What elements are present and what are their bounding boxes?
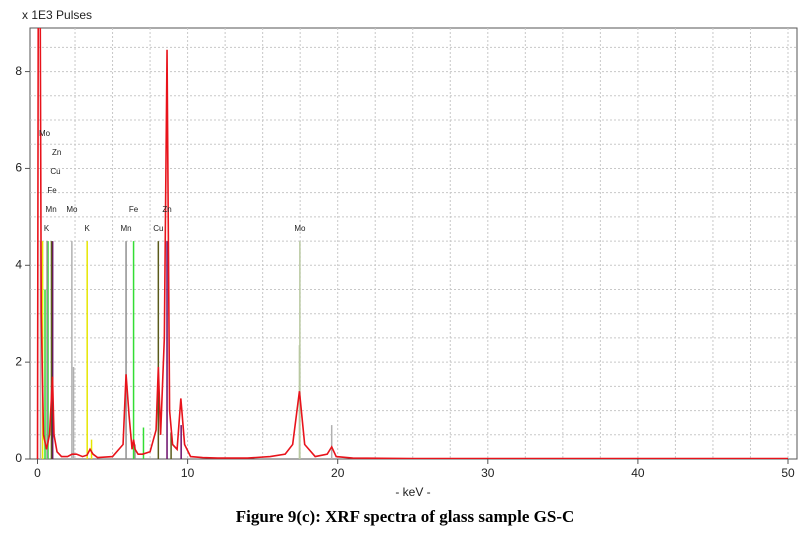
element-label: Mo: [39, 129, 51, 138]
plot-layer: [36, 28, 788, 459]
element-label: Mn: [46, 205, 57, 214]
element-label: Cu: [153, 224, 163, 233]
caption: Figure 9(c): XRF spectra of glass sample…: [236, 507, 575, 526]
element-label: Mn: [121, 224, 132, 233]
x-tick-label: 0: [34, 466, 41, 480]
element-label: Zn: [52, 148, 61, 157]
x-tick-label: 50: [781, 466, 795, 480]
element-label: Mo: [66, 205, 78, 214]
element-label: Cu: [50, 167, 60, 176]
element-label: Mo: [294, 224, 306, 233]
plot-area: [29, 27, 798, 460]
y-tick-label: 2: [15, 354, 22, 368]
element-label: Fe: [47, 186, 57, 195]
x-tick-label: 10: [181, 466, 195, 480]
y-tick-label: 6: [15, 161, 22, 175]
y-tick-label: 4: [15, 257, 22, 271]
x-axis-label: - keV -: [395, 485, 430, 499]
element-label: K: [44, 224, 50, 233]
element-label: K: [85, 224, 91, 233]
spectrum-line: [36, 28, 788, 459]
element-label: Fe: [129, 205, 139, 214]
y-tick-label: 0: [15, 451, 22, 465]
y-tick-label: 8: [15, 64, 22, 78]
x-tick-label: 40: [631, 466, 645, 480]
x-tick-label: 30: [481, 466, 495, 480]
x-tick-label: 20: [331, 466, 345, 480]
y-axis-label: x 1E3 Pulses: [22, 8, 92, 22]
element-label: Zn: [162, 205, 171, 214]
